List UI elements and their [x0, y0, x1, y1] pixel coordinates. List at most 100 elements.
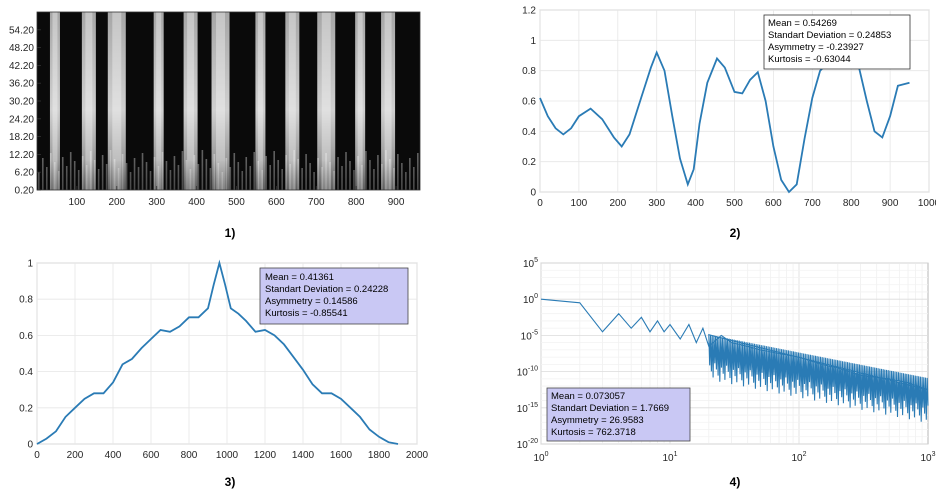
- distribution-stats-box: Mean = 0.41361 Standart Deviation = 0.24…: [259, 267, 409, 325]
- scalogram-bright-column-core: [85, 12, 93, 190]
- x-tick-label: 1200: [254, 450, 277, 461]
- panel-2-signal: 0 100 200 300 400 500 600 700 800 900 1000 0 0.2 0.4…: [522, 6, 936, 241]
- scalogram-x-tick-label: 900: [388, 197, 405, 208]
- x-tick-label: 100: [533, 451, 548, 464]
- scalogram-bright-column-core: [52, 12, 58, 190]
- scalogram-y-tick-label: 24.20: [9, 114, 34, 125]
- y-tick-label: 10-20: [517, 438, 538, 451]
- y-tick-label: 0: [530, 188, 536, 199]
- scalogram-bottom-shade: [37, 160, 420, 190]
- spectrum-y-ticks: 10-20 10-15 10-10 10-5 100 105: [517, 257, 538, 451]
- x-tick-label: 500: [726, 198, 743, 209]
- spectrum-series-line: [540, 298, 929, 422]
- y-tick-label: 0.2: [19, 403, 33, 414]
- x-tick-label: 1400: [292, 450, 315, 461]
- scalogram-bright-column: [255, 12, 266, 190]
- distribution-stat-asymmetry: Asymmetry = 0.14586: [265, 296, 358, 307]
- panel-label-2: 2): [730, 226, 741, 240]
- scalogram-bright-column-core: [321, 12, 331, 190]
- signal-grid: [539, 9, 930, 193]
- spectrum-stats-box-frame: [546, 387, 691, 442]
- panel-4-spectrum: 100 101 102 103 10-20 10-15 10-10 10-5 100 105 M…: [517, 257, 936, 489]
- distribution-x-ticks: 0 200 400 600 800 1000 1200 1400 1600 1800 2000: [34, 450, 428, 461]
- scalogram-bright-column: [381, 12, 396, 190]
- x-tick-label: 2000: [406, 450, 429, 461]
- scalogram-bright-column-core: [288, 12, 296, 190]
- x-tick-label: 1000: [216, 450, 239, 461]
- distribution-y-ticks: 0 0.2 0.4 0.6 0.8 1: [19, 259, 33, 451]
- panel-label-4: 4): [730, 475, 741, 489]
- y-tick-label: 10-5: [521, 329, 538, 342]
- y-tick-label: 0.6: [19, 331, 33, 342]
- y-tick-label: 0.6: [522, 97, 536, 108]
- x-tick-label: 1000: [918, 198, 936, 209]
- y-tick-label: 10-10: [517, 366, 538, 379]
- signal-stat-mean: Mean = 0.54269: [768, 18, 837, 29]
- signal-y-ticks: 0 0.2 0.4 0.6 0.8 1 1.2: [522, 6, 536, 199]
- y-tick-label: 105: [523, 257, 538, 270]
- panel-3-distribution: 0 200 400 600 800 1000 1200 1400 1600 1800 2000 00…: [19, 259, 428, 490]
- distribution-series-line: [36, 259, 399, 445]
- scalogram-y-tick-label: 0.20: [15, 186, 35, 197]
- scalogram-bright-column-core: [112, 12, 122, 190]
- y-tick-label: 0: [27, 440, 33, 451]
- spectrum-stat-std: Standart Deviation = 1.7669: [551, 403, 669, 414]
- scalogram-bright-column-core: [257, 12, 263, 190]
- x-tick-label: 400: [687, 198, 704, 209]
- y-tick-label: 0.4: [19, 367, 33, 378]
- x-tick-label: 0: [34, 450, 40, 461]
- scalogram-bright-column-core: [384, 12, 392, 190]
- scalogram-bright-columns: [49, 12, 396, 190]
- x-tick-label: 600: [765, 198, 782, 209]
- x-tick-label: 900: [882, 198, 899, 209]
- y-tick-label: 1: [530, 36, 536, 47]
- y-tick-label: 1.2: [522, 6, 536, 17]
- y-tick-label: 0.8: [19, 295, 33, 306]
- x-tick-label: 700: [804, 198, 821, 209]
- y-tick-label: 10-15: [517, 402, 538, 415]
- scalogram-x-tick-label: 200: [108, 197, 125, 208]
- x-tick-label: 1800: [368, 450, 391, 461]
- distribution-stat-mean: Mean = 0.41361: [265, 272, 334, 283]
- signal-stats-box-frame: [763, 14, 911, 70]
- x-tick-label: 800: [181, 450, 198, 461]
- x-tick-label: 800: [843, 198, 860, 209]
- scalogram-y-tick-label: 30.20: [9, 97, 34, 108]
- x-tick-label: 0: [537, 198, 543, 209]
- panel-1-scalogram: 100 200 300 400 500 600 700 800 900 0.20 6.20 12.2…: [9, 11, 421, 240]
- scalogram-y-tick-label: 12.20: [9, 150, 34, 161]
- scalogram-y-tick-label: 6.20: [15, 168, 35, 179]
- y-tick-label: 100: [523, 293, 538, 306]
- signal-stats-box: Mean = 0.54269 Standart Deviation = 0.24…: [763, 14, 911, 70]
- spectrum-x-ticks: 100 101 102 103: [533, 451, 935, 464]
- scalogram-bright-column: [355, 12, 366, 190]
- scalogram-bright-column: [285, 12, 300, 190]
- y-tick-label: 0.4: [522, 127, 536, 138]
- x-tick-label: 400: [105, 450, 122, 461]
- scalogram-bright-column: [183, 12, 198, 190]
- scalogram-y-tick-label: 36.20: [9, 79, 34, 90]
- scalogram-y-tick-label: 48.20: [9, 43, 34, 54]
- scalogram-y-tick-label: 18.20: [9, 132, 34, 143]
- scalogram-bright-column-core: [156, 12, 162, 190]
- panel-label-1: 1): [225, 226, 236, 240]
- scalogram-x-tick-label: 300: [148, 197, 165, 208]
- distribution-stat-kurtosis: Kurtosis = -0.85541: [265, 308, 348, 319]
- y-tick-label: 0.8: [522, 66, 536, 77]
- scalogram-bright-column: [49, 12, 60, 190]
- scalogram-y-tick-label: 54.20: [9, 25, 34, 36]
- x-tick-label: 600: [143, 450, 160, 461]
- scalogram-x-ticks: 100 200 300 400 500 600 700 800 900: [69, 186, 405, 208]
- scalogram-x-tick-label: 500: [228, 197, 245, 208]
- scalogram-x-tick-label: 800: [348, 197, 365, 208]
- scalogram-bright-column-core: [357, 12, 363, 190]
- scalogram-x-tick-label: 100: [69, 197, 86, 208]
- y-tick-label: 0.2: [522, 157, 536, 168]
- x-tick-label: 300: [648, 198, 665, 209]
- scalogram-x-tick-label: 400: [188, 197, 205, 208]
- signal-x-ticks: 0 100 200 300 400 500 600 700 800 900 1000: [537, 198, 936, 209]
- spectrum-stats-box: Mean = 0.073057 Standart Deviation = 1.7…: [546, 387, 691, 442]
- distribution-stats-box-frame: [259, 267, 409, 325]
- scalogram-x-tick-label: 600: [268, 197, 285, 208]
